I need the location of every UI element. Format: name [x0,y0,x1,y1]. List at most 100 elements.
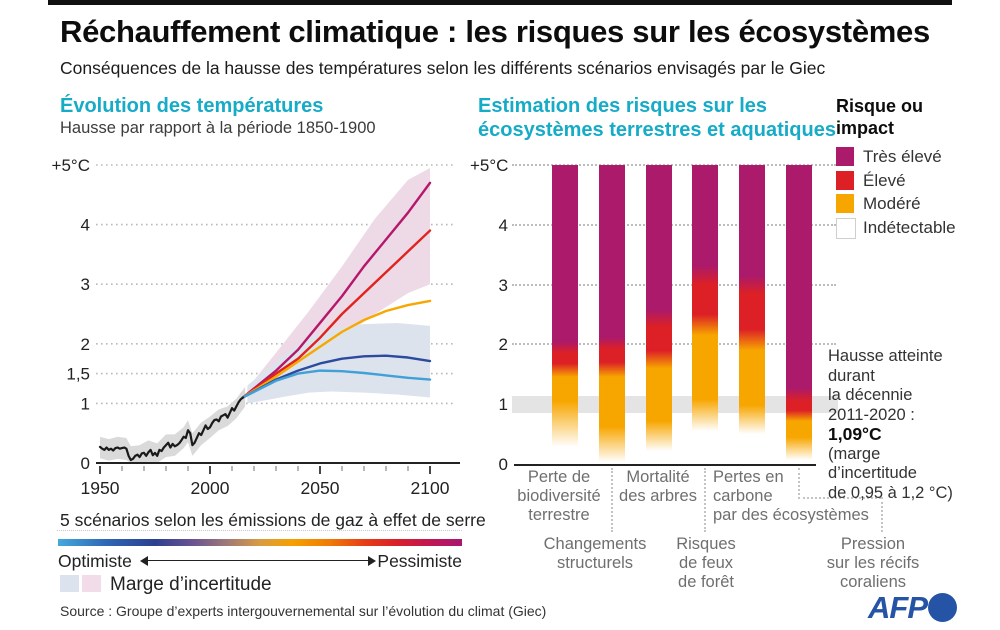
dotted-rule [57,530,462,531]
gridline-y [512,343,836,346]
gradient-axis: Optimiste Pessimiste [58,551,462,571]
annotation-line: durant [828,366,875,385]
double-arrow-line [142,560,374,561]
legend-label: Modéré [863,194,921,213]
bar-label-line: terrestre [528,506,590,524]
bar-label-line: Perte de [527,468,591,486]
band-incertitude-optimiste [247,322,430,404]
legend-item: Très élevé [836,145,998,169]
risk-bar-2 [598,165,625,463]
optimiste-label: Optimiste [58,551,132,571]
risk-legend: Risque ou impact Très élevé Élevé Modéré In… [836,95,998,239]
gridline-y [512,283,836,286]
bar-label-line: Mortalité [626,468,690,486]
current-warming-annotation: Hausse atteinte durant la décennie 2011-202… [828,347,998,503]
annotation-line: d’incertitude [828,464,917,482]
bar-label-3: Mortalité des arbres [608,468,708,506]
y-tick-label: 0 [81,454,90,473]
bar-label-line: Changements [543,535,647,553]
bar-label-line: structurels [556,554,634,572]
legend-swatch-m [836,194,854,213]
x-tick-label: 2000 [191,478,230,498]
y-tick-label: 2 [498,335,508,355]
bar-label-line: des arbres [619,487,697,505]
risk-bar-5 [739,165,766,435]
bar-label-line: coraliens [839,573,907,591]
annotation-line: la décennie [828,386,913,404]
annotation-line: de 0,95 à 1,2 °C) [828,483,953,502]
annotation-line: 2011-2020 : [828,405,915,424]
gridline-y [512,164,836,166]
connector-bar4 [704,468,706,532]
risk-bars-chart: +5°C 4 3 2 1 0 Perte de biodiversité terrestre Ch… [470,150,1000,610]
bar-label-2: Changements structurels [530,535,660,573]
y-tick-label: +5°C [52,156,90,175]
scenario-gradient-bar [58,539,462,546]
bar-label-line: de feux [678,554,734,572]
legend-label: Élevé [863,170,906,190]
bar-label-line: de forêt [678,573,734,591]
risk-bar-6 [786,165,812,460]
arrow-right-icon [368,555,376,566]
bar-label-line: carbone [713,487,773,505]
y-tick-label: 4 [498,215,508,235]
y-tick-label: 3 [498,275,508,295]
annotation-line: (marge [828,444,881,463]
y-tick-label: 0 [498,455,508,474]
line-scenario-intermediaire [241,299,432,399]
bar-label-5: Pertes en carbone par des écosystèmes [713,468,908,525]
bar-label-line: par des écosystèmes [713,506,869,524]
page-subtitle: Conséquences de la hausse des températur… [60,58,826,78]
afp-logo: AFP [868,590,957,625]
gridline-y [512,223,836,226]
y-tick-label: 3 [81,275,90,294]
source-credit: Source : Groupe d’experts intergouvernem… [60,603,547,619]
x-tick-label: 2100 [411,478,450,498]
y-tick-label: 1 [81,394,90,413]
scenarios-caption: 5 scénarios selon les émissions de gaz à… [60,510,486,530]
line-scenario-pessimiste [241,181,432,399]
legend-title-line2: impact [836,118,895,138]
annotation-line: 1,09°C [828,424,882,444]
bar-label-4: Risques de feux de forêt [652,535,760,592]
connector-bar6-h [798,497,881,499]
uncertainty-swatch-blue [60,575,79,592]
risk-bar-1 [552,165,578,448]
risk-bar-3 [645,165,672,451]
legend-swatch-i [836,217,856,239]
line-scenario-eleve [241,229,432,399]
connector-bar6-v1 [798,468,800,499]
right-chart-title: Estimation des risques sur les écosystèm… [478,94,838,142]
left-chart-subtitle: Hausse par rapport à la période 1850-190… [60,119,376,137]
line-scenario-optimiste [241,369,432,399]
band-incertitude-pessimiste [247,167,430,404]
x-axis [514,464,816,466]
legend-item: Modéré [836,192,998,216]
line-scenario-bas [241,354,432,399]
afp-logo-text: AFP [868,590,928,625]
bar-label-line: biodiversité [517,487,601,505]
legend-item: Indétectable [836,216,998,240]
uncertainty-legend: Marge d’incertitude [60,574,272,596]
legend-title-line1: Risque ou [836,96,924,116]
bar-label-line: Pression [840,535,906,553]
page-title: Réchauffement climatique : les risques s… [60,14,930,49]
pessimiste-label: Pessimiste [377,551,462,571]
legend-label: Indétectable [863,217,956,237]
y-tick-label: 2 [81,335,90,354]
right-chart-title-line2: écosystèmes terrestres et aquatiques [478,119,836,141]
x-tick-label: 1950 [81,478,120,498]
annotation-line: Hausse atteinte [828,347,943,365]
connector-bar6-v2 [881,497,883,532]
legend-swatch-te [836,147,854,166]
bar-label-line: Risques [676,535,736,553]
y-tick-label: +5°C [470,156,509,175]
risk-bar-4 [692,165,719,432]
band-incertitude-historique [100,386,246,463]
legend-item: Élevé [836,169,998,193]
y-tick-label: 1 [498,395,508,415]
y-tick-label: 1,5 [66,365,90,384]
left-chart-title: Évolution des températures [60,95,324,117]
line-observations [98,396,245,462]
temperature-line-chart: +5°C 4 3 2 1,5 1 0 1950 2000 2050 2100 [52,156,460,498]
